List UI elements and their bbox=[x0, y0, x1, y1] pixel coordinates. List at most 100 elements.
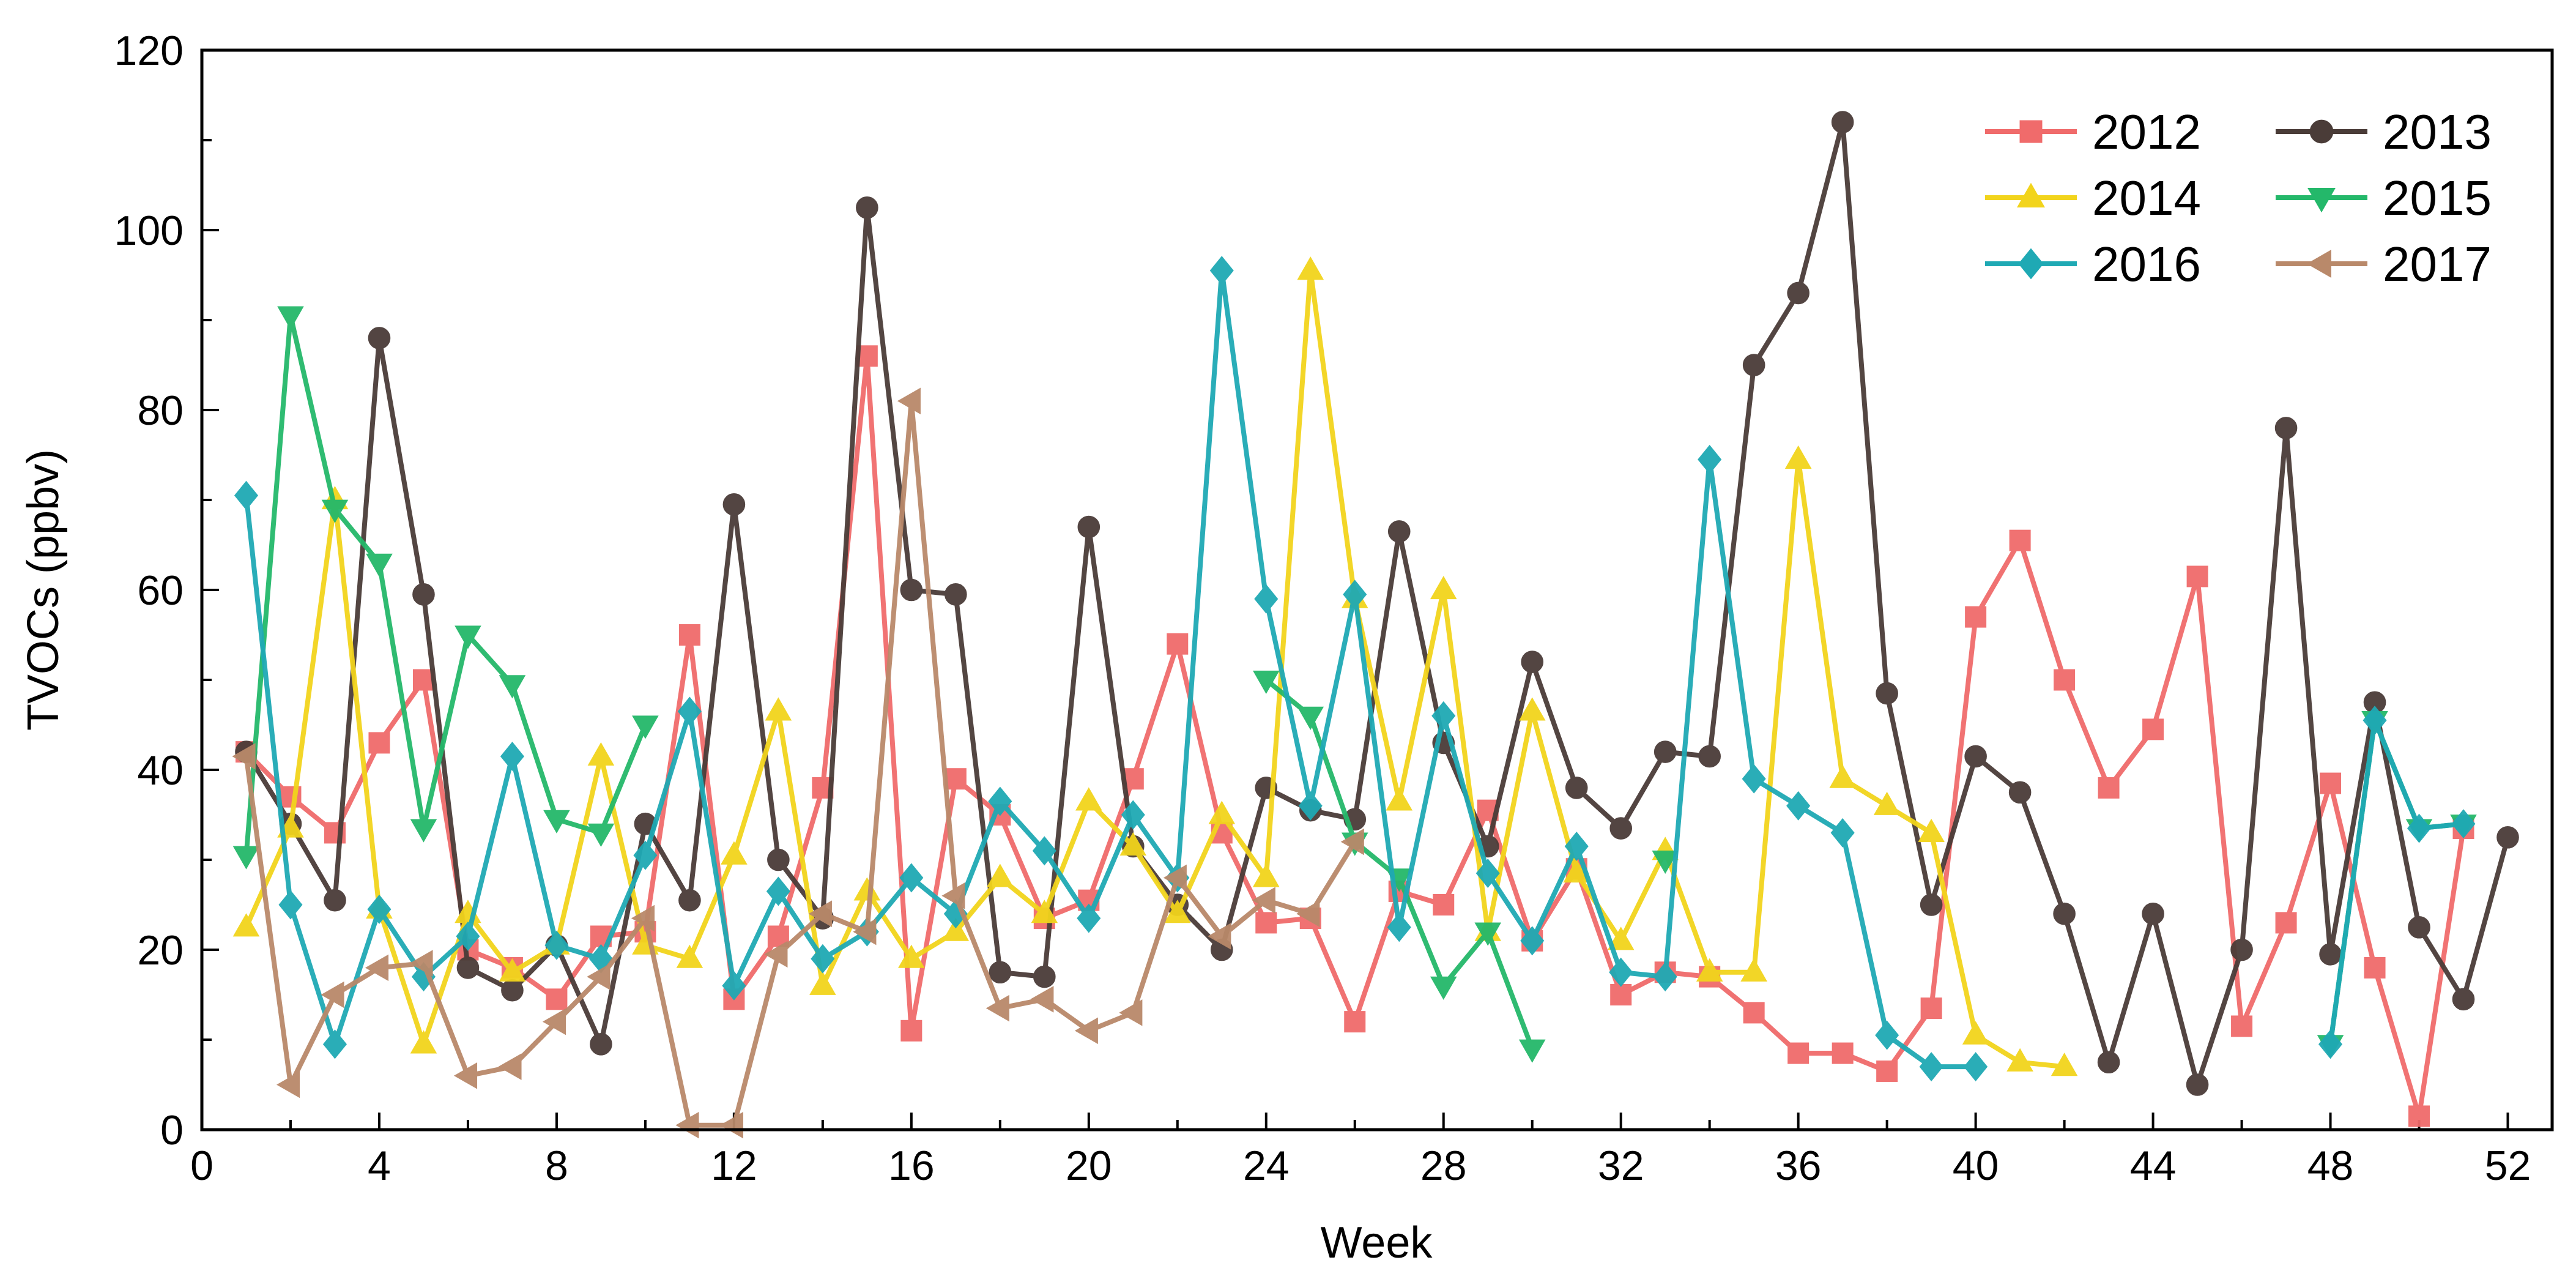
legend-item-2013: 2013 bbox=[2276, 105, 2492, 159]
x-tick-label: 36 bbox=[1775, 1143, 1822, 1189]
y-tick-label: 60 bbox=[137, 567, 184, 614]
point-2013-week-6 bbox=[456, 956, 480, 979]
y-tick-label: 100 bbox=[114, 207, 184, 254]
point-2013-week-43 bbox=[2097, 1051, 2120, 1074]
point-2016-week-32 bbox=[1609, 957, 1633, 987]
point-2014-week-39 bbox=[1918, 818, 1945, 842]
point-2014-week-40 bbox=[1962, 1021, 1989, 1045]
y-tick-label: 0 bbox=[160, 1107, 184, 1154]
point-2017-week-12 bbox=[719, 1111, 743, 1139]
point-2017-week-10 bbox=[631, 904, 655, 932]
point-2013-week-40 bbox=[1964, 745, 1987, 768]
point-2016-week-2 bbox=[278, 890, 303, 920]
point-2014-week-20 bbox=[1075, 787, 1102, 811]
point-2013-week-45 bbox=[2186, 1073, 2209, 1096]
point-2017-week-4 bbox=[365, 954, 389, 982]
point-2016-week-6 bbox=[456, 921, 480, 951]
point-2012-week-28 bbox=[1433, 894, 1455, 915]
series-layer bbox=[232, 111, 2519, 1139]
y-tick-label: 120 bbox=[114, 28, 184, 74]
y-tick-label: 20 bbox=[137, 927, 184, 974]
point-2013-week-39 bbox=[1920, 893, 1943, 916]
point-2012-week-5 bbox=[412, 669, 434, 691]
y-axis-title: TVOCs (ppbv) bbox=[19, 449, 68, 731]
x-tick-label: 16 bbox=[888, 1143, 935, 1189]
point-2015-week-5 bbox=[410, 819, 437, 843]
point-2016-week-36 bbox=[1786, 791, 1811, 821]
point-2012-week-4 bbox=[368, 732, 390, 754]
point-2016-week-49 bbox=[2363, 706, 2387, 736]
point-2015-week-28 bbox=[1430, 976, 1457, 1000]
point-2015-week-30 bbox=[1518, 1039, 1546, 1063]
point-2013-week-20 bbox=[1077, 515, 1101, 539]
point-2016-week-29 bbox=[1475, 859, 1500, 889]
point-2014-week-35 bbox=[1740, 958, 1767, 982]
point-2014-week-41 bbox=[2006, 1048, 2033, 1072]
point-2014-week-31 bbox=[1563, 859, 1590, 883]
point-2013-week-35 bbox=[1742, 354, 1765, 376]
point-2016-week-38 bbox=[1875, 1020, 1899, 1050]
point-2016-week-20 bbox=[1077, 903, 1101, 933]
legend-label: 2013 bbox=[2383, 105, 2492, 159]
point-2016-week-27 bbox=[1387, 912, 1411, 942]
point-2014-week-7 bbox=[499, 958, 526, 982]
point-2014-week-19 bbox=[1031, 900, 1058, 923]
point-2014-week-5 bbox=[410, 1030, 437, 1054]
point-2016-week-10 bbox=[633, 840, 658, 870]
point-2016-week-7 bbox=[500, 741, 524, 771]
x-tick-label: 4 bbox=[368, 1143, 391, 1189]
point-2012-week-47 bbox=[2275, 912, 2297, 934]
point-2013-week-52 bbox=[2496, 826, 2519, 849]
point-2012-week-49 bbox=[2364, 956, 2386, 979]
x-tick-label: 48 bbox=[2307, 1143, 2354, 1189]
x-tick-label: 44 bbox=[2130, 1143, 2177, 1189]
point-2013-week-42 bbox=[2053, 902, 2076, 925]
point-2013-week-50 bbox=[2408, 915, 2430, 939]
point-2017-week-2 bbox=[276, 1071, 300, 1098]
point-2015-week-6 bbox=[455, 625, 481, 649]
point-2012-week-24 bbox=[1255, 912, 1277, 934]
point-2012-week-43 bbox=[2098, 777, 2120, 799]
point-2015-week-7 bbox=[499, 675, 526, 699]
point-2016-week-35 bbox=[1742, 764, 1766, 794]
point-2014-week-11 bbox=[676, 944, 703, 968]
legend-label: 2015 bbox=[2383, 171, 2492, 225]
point-2012-week-39 bbox=[1920, 997, 1942, 1020]
y-tick-label: 40 bbox=[137, 747, 184, 794]
point-2014-week-36 bbox=[1784, 445, 1812, 469]
point-2013-week-9 bbox=[590, 1033, 612, 1056]
point-2016-week-34 bbox=[1698, 444, 1722, 474]
point-2013-week-38 bbox=[1876, 682, 1898, 705]
point-2017-week-20 bbox=[1074, 1017, 1098, 1045]
legend-item-2015: 2015 bbox=[2276, 171, 2492, 225]
legend-marker bbox=[2017, 182, 2045, 207]
point-2016-week-48 bbox=[2318, 1029, 2343, 1059]
point-2013-week-18 bbox=[989, 961, 1012, 984]
point-2016-week-33 bbox=[1653, 962, 1677, 992]
plot-frame bbox=[200, 48, 2554, 1132]
point-2016-week-23 bbox=[1209, 256, 1234, 286]
point-2013-week-46 bbox=[2230, 938, 2253, 961]
point-2013-week-32 bbox=[1609, 817, 1632, 840]
point-2014-week-15 bbox=[853, 877, 881, 901]
point-2012-week-40 bbox=[1965, 606, 1987, 628]
point-2017-week-1 bbox=[232, 743, 256, 770]
point-2012-week-50 bbox=[2408, 1105, 2430, 1127]
point-2012-week-42 bbox=[2054, 669, 2076, 691]
point-2012-week-37 bbox=[1832, 1042, 1854, 1064]
point-2017-week-3 bbox=[321, 981, 344, 1009]
legend: 2012 2013 2014 2015 2016 2017 bbox=[1985, 105, 2492, 291]
point-2016-week-12 bbox=[722, 971, 746, 1001]
point-2016-week-13 bbox=[766, 876, 790, 906]
point-2012-week-44 bbox=[2142, 718, 2164, 740]
point-2015-week-24 bbox=[1252, 670, 1280, 695]
point-2013-week-31 bbox=[1565, 777, 1588, 799]
point-2012-week-15 bbox=[856, 345, 878, 367]
point-2016-week-25 bbox=[1298, 791, 1323, 821]
axis-ticks bbox=[201, 49, 2509, 1131]
x-tick-label: 12 bbox=[711, 1143, 757, 1189]
point-2013-week-7 bbox=[501, 979, 524, 1002]
point-2013-week-47 bbox=[2274, 417, 2298, 439]
